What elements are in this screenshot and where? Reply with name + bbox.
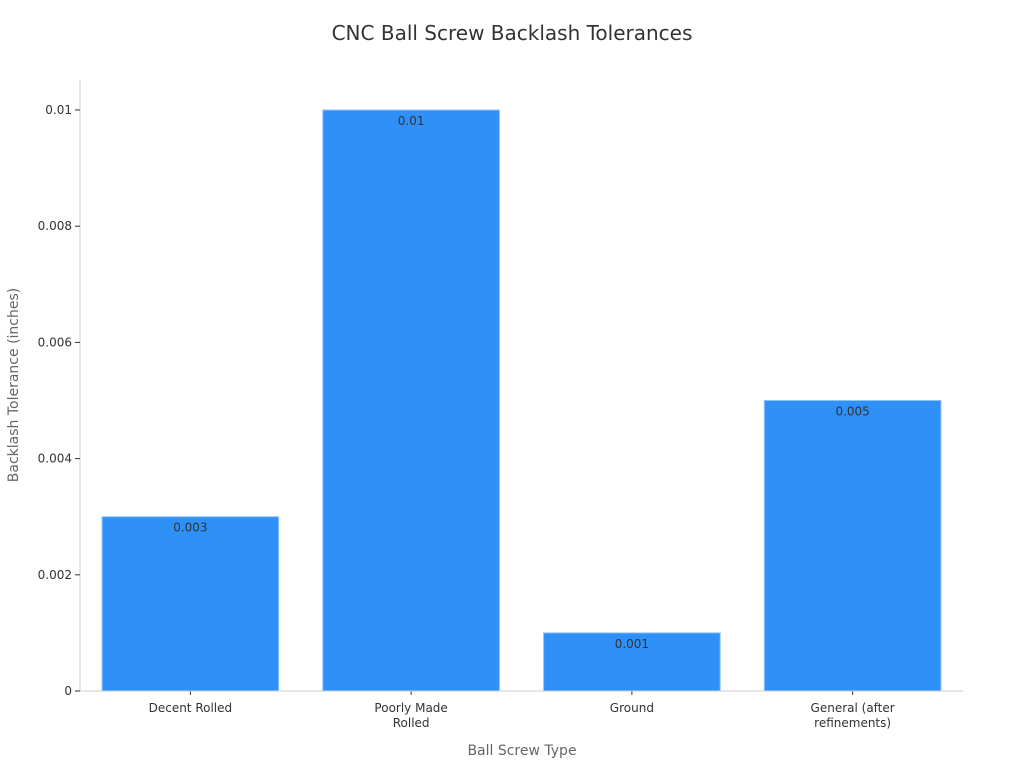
y-tick-label: 0.006 bbox=[38, 335, 72, 349]
data-label: 0.003 bbox=[173, 521, 207, 535]
x-tick-label: Ground bbox=[610, 701, 654, 715]
x-tick-label: General (after refinements) bbox=[811, 701, 895, 730]
y-tick-label: 0.008 bbox=[38, 219, 72, 233]
x-axis-label: Ball Screw Type bbox=[467, 743, 576, 759]
data-label: 0.005 bbox=[835, 405, 869, 419]
x-tick-label: Poorly Made Rolled bbox=[374, 701, 447, 730]
x-tick-label: Decent Rolled bbox=[149, 701, 233, 715]
bar bbox=[543, 632, 721, 692]
y-tick-label: 0.01 bbox=[45, 103, 72, 117]
y-tick-label: 0.004 bbox=[38, 452, 72, 466]
y-tick-label: 0.002 bbox=[38, 568, 72, 582]
y-tick-label: 0 bbox=[64, 684, 72, 698]
bar bbox=[763, 400, 942, 692]
chart-title: CNC Ball Screw Backlash Tolerances bbox=[332, 21, 693, 45]
data-label: 0.01 bbox=[398, 114, 425, 128]
y-axis-label: Backlash Tolerance (inches) bbox=[6, 288, 22, 482]
data-label: 0.001 bbox=[615, 637, 649, 651]
bar bbox=[322, 109, 500, 692]
bar bbox=[101, 516, 280, 692]
